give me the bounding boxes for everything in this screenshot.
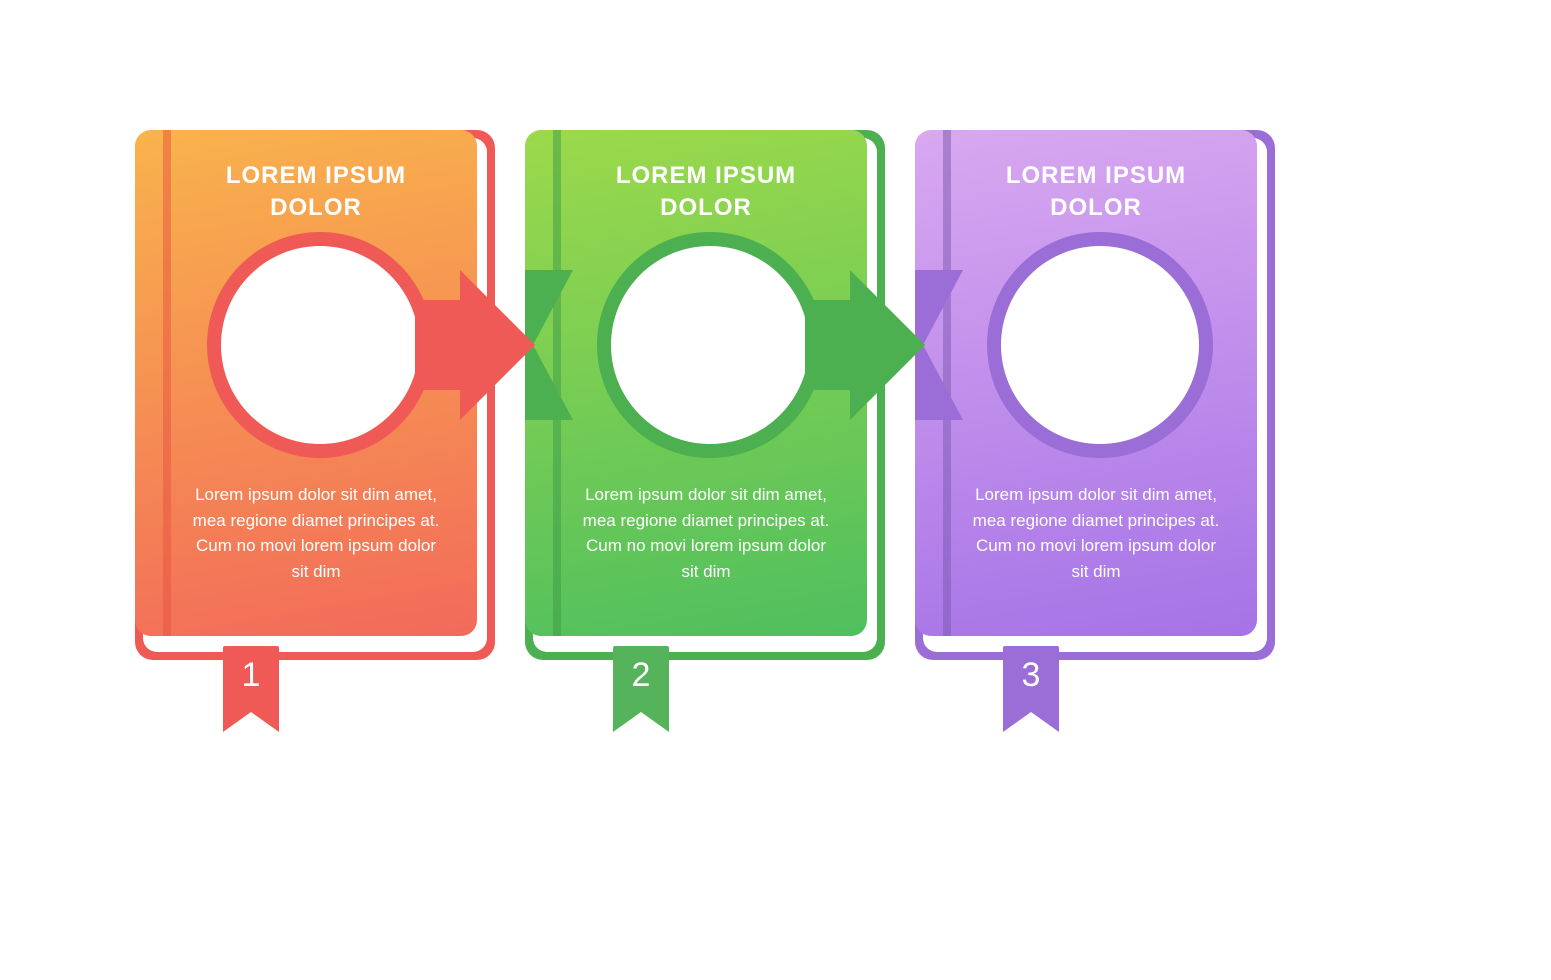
card-title: LOREM IPSUM DOLOR — [185, 160, 447, 225]
bookmark-ribbon-1: 1 — [223, 646, 279, 736]
bookmark-number: 3 — [1003, 656, 1059, 695]
arrow-1-to-2 — [415, 270, 675, 420]
arrow-icon — [415, 270, 545, 420]
card-body: Lorem ipsum dolor sit dim amet, mea regi… — [580, 482, 832, 584]
arrow-icon — [805, 270, 935, 420]
card-body: Lorem ipsum dolor sit dim amet, mea regi… — [190, 482, 442, 584]
bookmark-ribbon-2: 2 — [613, 646, 669, 736]
card-title: LOREM IPSUM DOLOR — [575, 160, 837, 225]
circle-placeholder — [221, 246, 419, 444]
bookmark-number: 1 — [223, 656, 279, 695]
book-spine — [163, 130, 171, 636]
bookmark-ribbon-3: 3 — [1003, 646, 1059, 736]
infographic-stage: LOREM IPSUM DOLOR Lorem ipsum dolor sit d… — [135, 130, 1415, 750]
bookmark-number: 2 — [613, 656, 669, 695]
card-body: Lorem ipsum dolor sit dim amet, mea regi… — [970, 482, 1222, 584]
arrow-2-to-3 — [805, 270, 1065, 420]
card-title: LOREM IPSUM DOLOR — [965, 160, 1227, 225]
